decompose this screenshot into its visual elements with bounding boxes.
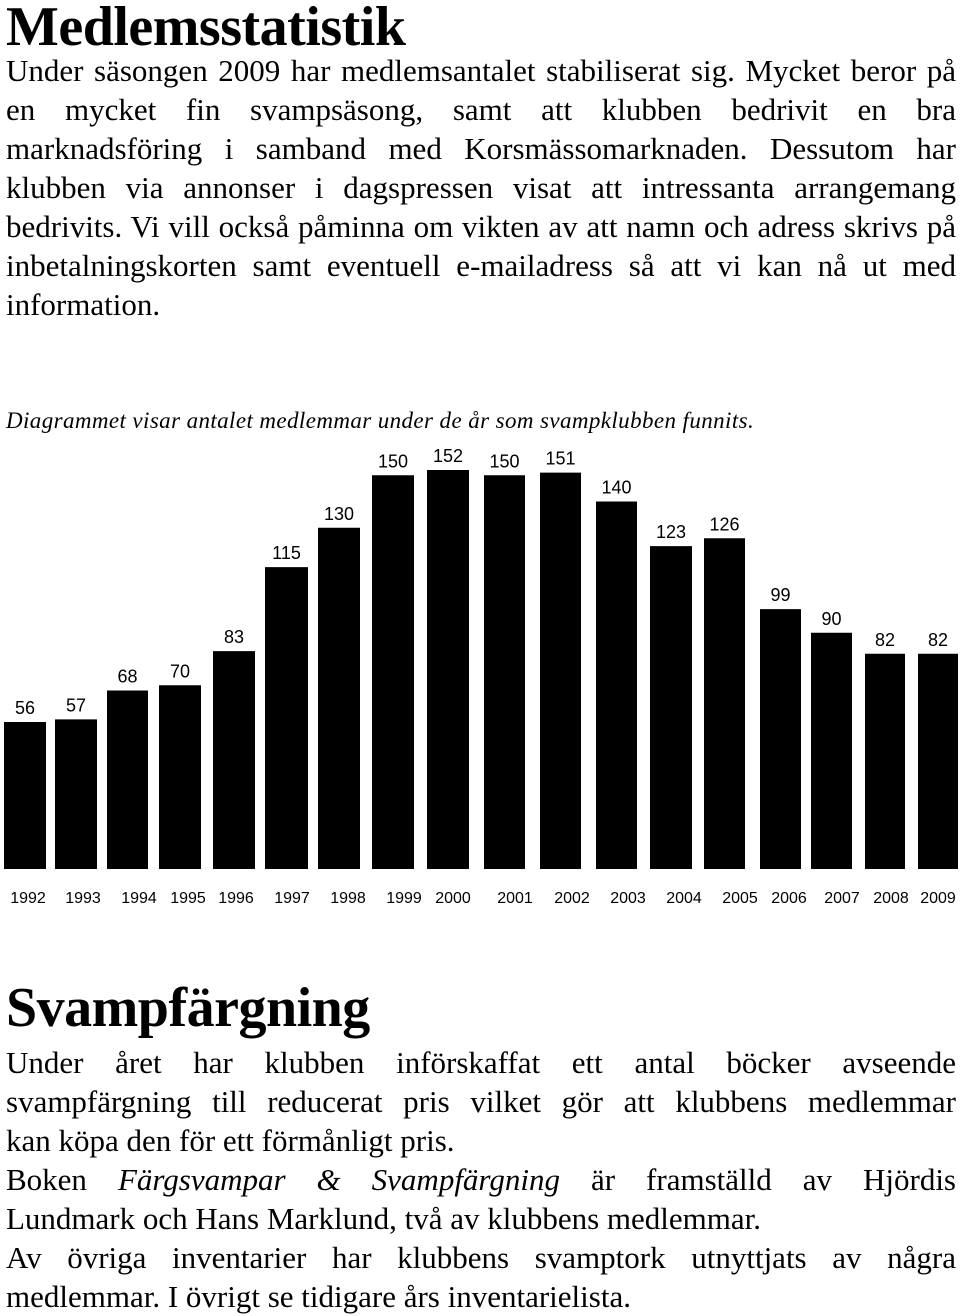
- paragraph-line: Lundmark och Hans Marklund, två av klubb…: [6, 1201, 762, 1236]
- section-title-svampfargning: Svampfärgning: [6, 977, 370, 1039]
- year-label-2009: 2009: [920, 890, 956, 907]
- chart-bars: [4, 470, 958, 869]
- bar-2007: [811, 632, 852, 869]
- value-label-2000: 152: [433, 446, 463, 466]
- svampfargning-paragraph: Under året har klubben införskaffat ett …: [6, 1043, 956, 1316]
- paragraph-line: Av övriga inventarier har klubbens svamp…: [6, 1240, 956, 1275]
- value-label-2008: 82: [875, 630, 895, 650]
- value-label-1998: 130: [324, 504, 354, 524]
- chart-value-labels: 56 57 68 70 83 115 130 150 152 150 151 140 123 126 99 9…: [15, 446, 948, 718]
- bar-2005: [704, 538, 745, 869]
- membership-paragraph: Under säsongen 2009 har medlemsantalet s…: [6, 53, 956, 322]
- bar-2008: [865, 653, 905, 869]
- bar-1992: [4, 722, 46, 869]
- book-prefix: Boken: [6, 1162, 118, 1197]
- book-suffix: är framställd av Hjördis: [559, 1162, 956, 1197]
- value-label-2005: 126: [709, 514, 739, 534]
- bar-1994: [107, 690, 148, 869]
- year-label-2005: 2005: [722, 890, 758, 907]
- paragraph-line: medlemmar. I övrigt se tidigare års inve…: [6, 1279, 631, 1314]
- value-label-2001: 150: [489, 451, 519, 471]
- year-label-1992: 1992: [10, 890, 46, 907]
- membership-bar-chart: 56 57 68 70 83 115 130 150 152 150 151 140 123 126 99 9…: [4, 446, 958, 907]
- bar-1993: [55, 719, 97, 869]
- year-label-2002: 2002: [554, 890, 590, 907]
- bar-1997: [265, 567, 308, 869]
- value-label-1994: 68: [117, 667, 137, 687]
- year-label-1999: 1999: [386, 890, 422, 907]
- bar-2004: [650, 546, 692, 869]
- value-label-1993: 57: [66, 695, 86, 715]
- chart-caption: Diagrammet visar antalet medlemmar under…: [6, 408, 755, 433]
- year-label-2007: 2007: [824, 890, 860, 907]
- year-label-1998: 1998: [330, 890, 366, 907]
- paragraph-line: Under året har klubben införskaffat ett …: [6, 1045, 956, 1080]
- value-label-2007: 90: [821, 609, 841, 629]
- bar-2009: [918, 653, 958, 869]
- year-label-2008: 2008: [873, 890, 909, 907]
- bar-2001: [484, 475, 525, 869]
- section-title-medlemsstatistik: Medlemsstatistik: [6, 0, 406, 58]
- value-label-1995: 70: [170, 661, 190, 681]
- year-label-1997: 1997: [274, 890, 310, 907]
- year-label-2000: 2000: [435, 890, 471, 907]
- bar-2003: [596, 501, 637, 869]
- value-label-2003: 140: [601, 478, 631, 498]
- year-label-2001: 2001: [497, 890, 533, 907]
- paragraph-line-book: Boken Färgsvampar & Svampfärgning är fra…: [6, 1160, 956, 1199]
- bar-1996: [213, 651, 255, 869]
- year-label-1993: 1993: [65, 890, 101, 907]
- chart-year-labels: 1992 1993 1994 1995 1996 1997 1998 1999 2000 2001…: [10, 890, 956, 907]
- bar-2000: [427, 470, 469, 869]
- year-label-2004: 2004: [666, 890, 702, 907]
- value-label-2004: 123: [656, 522, 686, 542]
- value-label-2009: 82: [928, 630, 948, 650]
- year-label-2003: 2003: [610, 890, 646, 907]
- bar-1998: [318, 527, 360, 869]
- year-label-2006: 2006: [771, 890, 807, 907]
- book-title: Färgsvampar & Svampfärgning: [117, 1162, 560, 1197]
- value-label-1999: 150: [378, 451, 408, 471]
- year-label-1996: 1996: [218, 890, 254, 907]
- value-label-1992: 56: [15, 698, 35, 718]
- paragraph-line: svampfärgning till reducerat pris vilket…: [6, 1084, 956, 1119]
- paragraph-line: kan köpa den för ett förmånligt pris.: [6, 1123, 455, 1158]
- value-label-2002: 151: [545, 449, 575, 469]
- year-label-1994: 1994: [121, 890, 157, 907]
- value-label-1996: 83: [224, 627, 244, 647]
- bar-2002: [540, 472, 581, 869]
- bar-2006: [760, 609, 801, 869]
- year-label-1995: 1995: [170, 890, 206, 907]
- bar-1995: [159, 685, 201, 869]
- bar-1999: [372, 475, 414, 869]
- value-label-2006: 99: [770, 585, 790, 605]
- value-label-1997: 115: [272, 543, 301, 563]
